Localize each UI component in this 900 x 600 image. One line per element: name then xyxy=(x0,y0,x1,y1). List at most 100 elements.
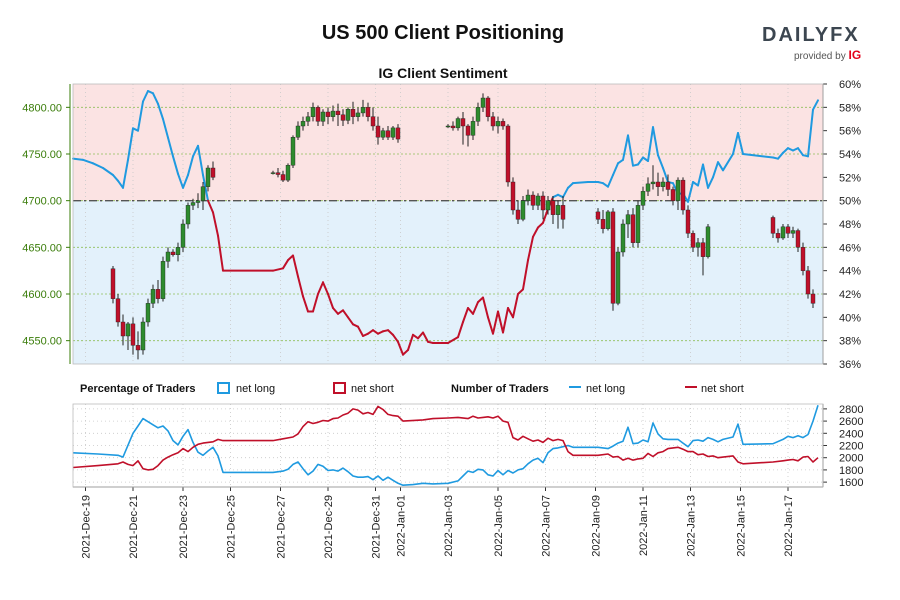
sentiment-line-segment xyxy=(532,226,539,238)
candle-up xyxy=(205,167,211,187)
candle-up xyxy=(555,205,561,215)
net-short-count-line xyxy=(72,405,819,471)
candle-up xyxy=(295,125,301,138)
provided-by-text: provided by xyxy=(794,51,846,62)
candle-down xyxy=(490,116,496,127)
sentiment-line-segment xyxy=(627,134,634,167)
candle-up xyxy=(470,121,476,136)
sentiment-line-segment xyxy=(652,126,659,157)
candle-up xyxy=(285,164,291,181)
sentiment-panel-frame xyxy=(72,83,824,365)
date-tick-label: 2022-Jan-11 xyxy=(638,495,650,556)
sentiment-line-segment xyxy=(292,254,299,278)
sentiment-line-segment xyxy=(112,174,119,182)
sentiment-line-segment xyxy=(92,162,104,169)
sentiment-line-segment xyxy=(392,333,399,343)
candle-down xyxy=(315,107,321,122)
candle-down xyxy=(500,121,506,127)
candle-down xyxy=(775,233,781,239)
sentiment-line-segment xyxy=(447,336,459,344)
date-tick-label: 2021-Dec-19 xyxy=(81,495,93,559)
percent-tick-label: 40% xyxy=(839,312,861,324)
date-tick-label: 2021-Dec-21 xyxy=(128,495,140,559)
candle-up xyxy=(140,321,146,351)
percent-tick-label: 52% xyxy=(839,172,861,184)
date-tick-label: 2022-Jan-17 xyxy=(783,495,795,557)
top-chart-title: IG Client Sentiment xyxy=(378,65,507,81)
candle-up xyxy=(535,195,541,206)
percent-tick-label: 60% xyxy=(839,79,861,91)
sentiment-line-segment xyxy=(467,307,474,315)
candle-up xyxy=(640,191,646,206)
sentiment-line-segment xyxy=(522,259,529,291)
candle-down xyxy=(595,211,601,220)
sentiment-line-segment xyxy=(122,158,129,189)
sentiment-line-segment xyxy=(192,144,199,158)
candle-up xyxy=(360,107,366,114)
candle-down xyxy=(610,211,616,304)
candle-up xyxy=(545,200,551,211)
sentiment-line-segment xyxy=(462,307,469,323)
count-tick-label: 1600 xyxy=(839,477,863,489)
candle-down xyxy=(810,293,816,304)
sentiment-line-segment xyxy=(807,108,814,158)
legend-pct-short-label: net short xyxy=(351,383,394,395)
candle-down xyxy=(510,181,516,211)
candle-up xyxy=(290,136,296,166)
percent-tick-label: 50% xyxy=(839,196,861,208)
sentiment-line-segment xyxy=(312,293,319,313)
legend-pct-short-swatch xyxy=(333,382,346,394)
date-tick-label: 2022-Jan-05 xyxy=(493,495,505,557)
date-tick-label: 2022-Jan-09 xyxy=(591,495,603,557)
sentiment-line-segment xyxy=(777,151,784,160)
sentiment-line-segment xyxy=(617,158,624,165)
candle-up xyxy=(695,242,701,248)
candle-up xyxy=(705,226,711,257)
candle-down xyxy=(795,230,801,248)
sentiment-line-segment xyxy=(782,147,789,154)
candle-down xyxy=(600,219,606,229)
candle-up xyxy=(605,211,611,229)
sentiment-line-segment xyxy=(732,132,739,155)
candle-down xyxy=(670,189,676,201)
candle-down xyxy=(275,172,281,175)
candle-up xyxy=(650,181,656,185)
sentiment-line-segment xyxy=(687,181,694,203)
sentiment-line-segment xyxy=(387,329,394,336)
sentiment-line-segment xyxy=(412,333,419,340)
candle-down xyxy=(665,181,671,190)
candle-up xyxy=(475,107,481,122)
sentiment-line-segment xyxy=(612,162,619,176)
sentiment-line-segment xyxy=(492,310,499,335)
sentiment-line-segment xyxy=(482,296,489,319)
candle-down xyxy=(560,205,566,220)
sentiment-line-segment xyxy=(657,154,664,169)
provided-by-ig: provided by IG xyxy=(794,48,874,62)
sentiment-line-segment xyxy=(707,176,714,189)
count-tick-label: 2000 xyxy=(839,453,863,465)
candle-down xyxy=(685,209,691,234)
sentiment-line-segment xyxy=(177,172,184,189)
sentiment-line-segment xyxy=(337,309,344,315)
candle-down xyxy=(370,116,376,127)
percent-tick-label: 36% xyxy=(839,359,861,371)
candle-down xyxy=(130,323,136,346)
sentiment-line-segment xyxy=(402,349,409,356)
candle-up xyxy=(645,183,651,192)
net-long-count-line xyxy=(72,404,819,487)
candle-down xyxy=(170,251,176,255)
candle-down xyxy=(155,289,161,299)
candle-down xyxy=(340,114,346,121)
sentiment-line-segment xyxy=(422,331,429,343)
sentiment-line-segment xyxy=(72,157,84,161)
sentiment-line-segment xyxy=(512,293,519,319)
legend: Percentage of Traders net long net short… xyxy=(80,382,744,395)
sentiment-line-segment xyxy=(797,147,804,157)
sentiment-line-segment xyxy=(372,329,379,335)
count-tick-label: 2400 xyxy=(839,428,863,440)
sentiment-line-segment xyxy=(162,118,169,139)
sentiment-line-segment xyxy=(722,153,734,172)
legend-number-title: Number of Traders xyxy=(451,383,549,395)
